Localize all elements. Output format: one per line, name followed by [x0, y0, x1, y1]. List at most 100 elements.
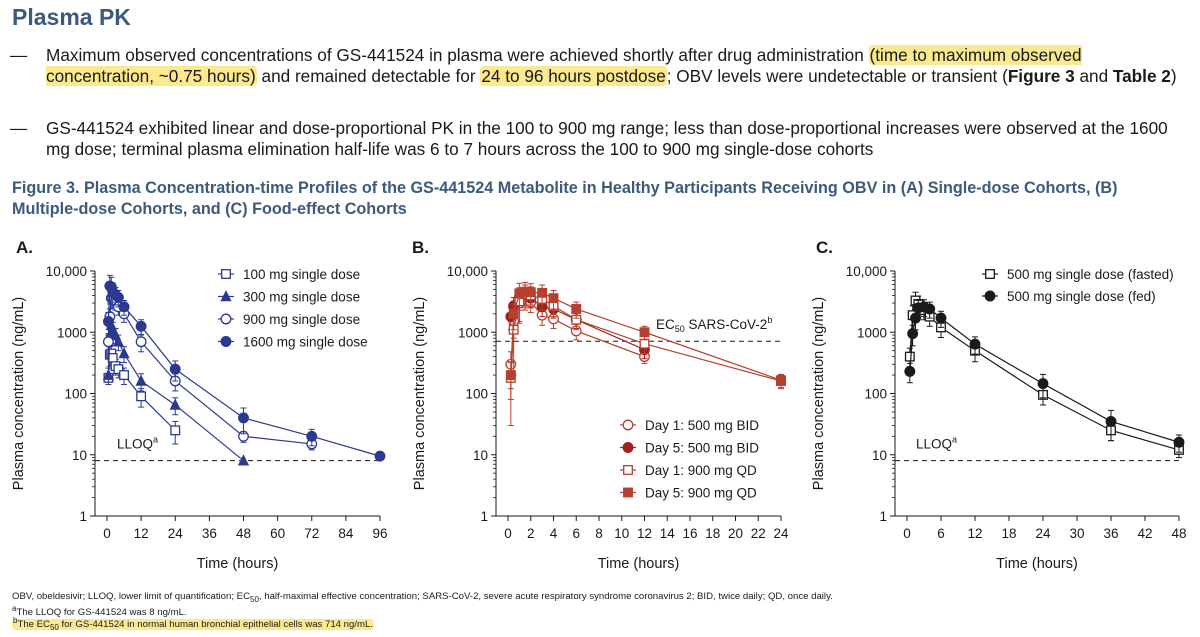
bullet-1-text: Maximum observed concentrations of GS-44…	[46, 45, 1194, 87]
data-point	[508, 308, 519, 319]
x-tick-label: 36	[202, 526, 217, 541]
data-point	[910, 312, 921, 324]
series-1600-mg-single-dose	[102, 274, 386, 462]
x-tick-label: 30	[1069, 526, 1084, 541]
x-tick-label: 6	[937, 526, 945, 541]
bullet-1-part: and	[1074, 66, 1113, 86]
legend-marker	[220, 336, 232, 347]
bullet-dash: —	[10, 118, 28, 138]
x-tick-label: 12	[637, 526, 652, 541]
table-ref: Table 2	[1112, 66, 1171, 86]
footnote-b-text: for GS-441524 in normal human bronchial …	[58, 619, 373, 631]
chart-panel-a: 1 10 100 1000 10,000 0 12 24 36 48 60 72 84 96 Time (h…	[11, 264, 388, 572]
y-tick-label: 1	[879, 509, 887, 524]
legend-label: 1600 mg single dose	[243, 335, 368, 350]
bullet-1-part: and remained detectable for	[256, 66, 481, 86]
x-tick-label: 96	[372, 526, 387, 541]
legend-marker	[984, 290, 996, 302]
legend-label: Day 5: 500 mg BID	[645, 441, 759, 456]
x-tick-label: 20	[728, 526, 743, 541]
ref-label-main: LLOQ	[916, 437, 952, 452]
data-point	[102, 336, 114, 348]
y-tick-label: 10,000	[46, 264, 87, 279]
bullet-2-text: GS-441524 exhibited linear and dose-prop…	[46, 118, 1168, 159]
data-point	[136, 391, 147, 402]
x-tick-label: 10	[614, 526, 629, 541]
legend-marker	[622, 442, 634, 453]
series-day-5-900-mg-qd	[505, 281, 786, 400]
x-tick-label: 36	[1103, 526, 1118, 541]
y-axis-title: Plasma concentration (ng/mL)	[11, 297, 27, 490]
chart-panel-c: 1 10 100 1000 10,000 0 6 12 18 24 30 36 42 48 Time (ho…	[811, 264, 1187, 572]
legend-label: Day 5: 900 mg QD	[645, 486, 757, 501]
legend-entry: 100 mg single dose	[218, 267, 360, 282]
data-point	[169, 363, 181, 375]
x-tick-label: 84	[338, 526, 354, 541]
legend-label: 100 mg single dose	[243, 267, 360, 282]
data-point	[119, 370, 130, 381]
data-point	[1037, 378, 1049, 390]
legend-entry: 500 mg single dose (fed)	[982, 289, 1156, 304]
x-tick-label: 2	[527, 526, 535, 541]
ref-label-sup: a	[153, 435, 158, 445]
legend-marker	[623, 465, 633, 475]
data-point	[548, 293, 559, 304]
y-tick-label: 10,000	[447, 264, 488, 279]
bullet-1-part: ; OBV levels were undetectable or transi…	[666, 66, 1008, 86]
legend-entry: 500 mg single dose (fasted)	[982, 267, 1174, 282]
highlight-detectable: 24 to 96 hours postdose	[480, 66, 667, 86]
panel-c-label: C.	[816, 238, 833, 257]
reference-line-label: EC50 SARS-CoV-2b	[656, 315, 772, 334]
series-line	[909, 299, 1180, 451]
data-point	[102, 316, 114, 327]
data-point	[639, 338, 650, 349]
data-point	[907, 328, 919, 340]
footnote-abbreviations: OBV, obeldesivir; LLOQ, lower limit of q…	[12, 591, 833, 605]
y-tick-label: 1000	[857, 325, 887, 340]
legend-marker	[221, 269, 231, 279]
x-tick-label: 22	[751, 526, 766, 541]
ref-label-rest: SARS-CoV-2	[685, 317, 768, 332]
legend-entry: 300 mg single dose	[218, 290, 360, 305]
legend-marker	[622, 419, 634, 431]
data-point	[639, 327, 650, 338]
panel-a-label: A.	[16, 238, 33, 257]
reference-line-label: LLOQa	[916, 435, 957, 452]
data-point	[135, 320, 147, 332]
x-tick-label: 60	[270, 526, 285, 541]
figure-ref: Figure 3	[1007, 66, 1075, 86]
page-title: Plasma PK	[12, 4, 131, 30]
footnote-b-text: The EC	[17, 619, 50, 631]
x-tick-label: 18	[705, 526, 720, 541]
data-point	[374, 450, 386, 462]
ref-label-main: LLOQ	[117, 437, 153, 452]
x-tick-label: 0	[504, 526, 512, 541]
data-point	[969, 338, 981, 350]
x-tick-label: 12	[134, 526, 149, 541]
ref-label-main: EC	[656, 317, 675, 332]
x-axis-title: Time (hours)	[598, 556, 680, 572]
data-point	[537, 287, 548, 298]
data-point	[1173, 436, 1185, 448]
data-point	[238, 412, 249, 424]
x-tick-label: 12	[967, 526, 982, 541]
bullet-dash: —	[10, 45, 28, 65]
x-tick-label: 24	[1035, 526, 1051, 541]
y-tick-label: 1	[480, 509, 488, 524]
legend-marker	[220, 290, 232, 302]
data-point	[935, 312, 947, 324]
x-tick-label: 48	[1171, 526, 1186, 541]
bullet-1-part: )	[1170, 66, 1177, 86]
ref-label-sub: 50	[675, 324, 685, 334]
figure-title: Figure 3. Plasma Concentration-time Prof…	[12, 179, 1118, 218]
y-tick-label: 1	[79, 509, 87, 524]
footnote-a: aThe LLOQ for GS-441524 was 8 ng/mL.	[12, 603, 187, 618]
legend-marker	[220, 313, 232, 325]
footnote-b: bThe EC50 for GS-441524 in normal human …	[12, 615, 374, 633]
x-tick-label: 18	[1001, 526, 1016, 541]
data-point	[525, 287, 536, 298]
footnote-sub: 50	[250, 594, 259, 604]
data-point	[112, 335, 124, 347]
footnote-abbrev-part: OBV, obeldesivir; LLOQ, lower limit of q…	[12, 591, 250, 602]
data-point	[170, 425, 181, 436]
